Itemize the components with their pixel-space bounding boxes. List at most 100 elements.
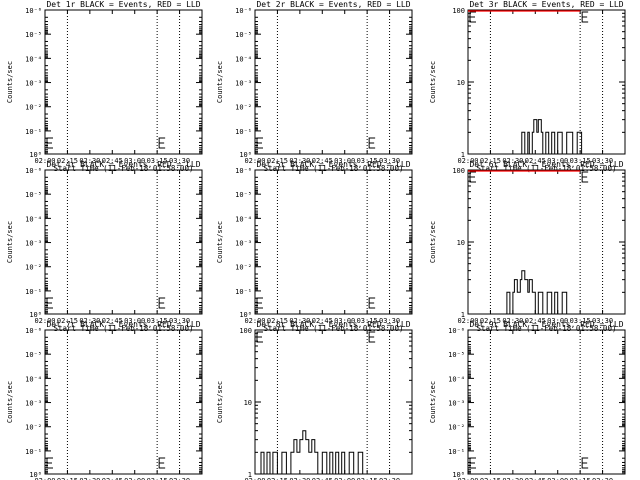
x-tick-label: 02:30 bbox=[79, 157, 100, 165]
x-tick-label: 03:15 bbox=[357, 157, 378, 165]
interval-bracket-mark bbox=[158, 457, 166, 469]
x-tick-label: 03:00 bbox=[334, 157, 355, 165]
x-tick-label: 03:00 bbox=[124, 157, 145, 165]
x-tick-label: 03:15 bbox=[147, 317, 168, 325]
x-tick-label: 03:30 bbox=[169, 157, 190, 165]
interval-bracket-mark bbox=[581, 11, 589, 23]
y-tick-label: 10⁻² bbox=[25, 264, 42, 272]
y-axis-label: Counts/sec bbox=[6, 61, 14, 103]
plot-frame bbox=[254, 329, 413, 475]
x-tick-label: 02:15 bbox=[57, 317, 78, 325]
y-tick-label: 10⁰ bbox=[29, 151, 42, 159]
chart-panel-9: Det 9r BLACK = Events, RED = LLD02:0002:… bbox=[429, 320, 626, 480]
x-tick-label: 02:15 bbox=[480, 477, 501, 480]
x-tick-label: 02:00 bbox=[34, 157, 55, 165]
x-tick-label: 02:30 bbox=[289, 157, 310, 165]
y-tick-label: 1 bbox=[248, 471, 252, 479]
y-tick-label: 10⁻⁶ bbox=[448, 327, 465, 335]
x-tick-label: 03:15 bbox=[570, 317, 591, 325]
y-tick-label: 10 bbox=[457, 239, 465, 247]
interval-bracket-mark bbox=[46, 137, 53, 149]
y-tick-label: 10⁻³ bbox=[25, 80, 42, 88]
chart-title: Det 2r BLACK = Events, RED = LLD bbox=[256, 0, 410, 9]
y-tick-label: 10⁻³ bbox=[25, 240, 42, 248]
x-tick-label: 02:00 bbox=[457, 157, 478, 165]
y-tick-label: 10⁻³ bbox=[25, 400, 42, 408]
chart-title: Det 5r BLACK = Events, RED = LLD bbox=[256, 160, 410, 169]
x-tick-label: 02:45 bbox=[102, 477, 123, 480]
plot-frame bbox=[467, 329, 626, 475]
y-tick-label: 10⁻⁶ bbox=[235, 167, 252, 175]
y-tick-label: 1 bbox=[461, 151, 465, 159]
y-tick-label: 10⁰ bbox=[452, 471, 465, 479]
x-tick-label: 02:15 bbox=[57, 477, 78, 480]
x-tick-label: 03:15 bbox=[147, 157, 168, 165]
y-tick-label: 100 bbox=[239, 327, 252, 335]
y-tick-label: 10⁻² bbox=[25, 424, 42, 432]
y-axis-label: Counts/sec bbox=[429, 61, 437, 103]
y-tick-label: 10⁻² bbox=[235, 264, 252, 272]
y-tick-label: 10⁻⁵ bbox=[448, 351, 465, 359]
chart-title: Det 1r BLACK = Events, RED = LLD bbox=[46, 0, 200, 9]
x-tick-label: 03:30 bbox=[379, 317, 400, 325]
chart-title: Det 8r BLACK = Events, RED = LLD bbox=[256, 320, 410, 329]
x-tick-label: 02:00 bbox=[457, 477, 478, 480]
plot-frame bbox=[254, 169, 413, 315]
y-tick-label: 10⁻³ bbox=[448, 400, 465, 408]
y-axis-label: Counts/sec bbox=[216, 221, 224, 263]
y-tick-label: 10⁻⁴ bbox=[448, 375, 465, 383]
y-tick-label: 10⁻⁵ bbox=[25, 31, 42, 39]
x-tick-label: 03:00 bbox=[124, 477, 145, 480]
y-tick-label: 10⁻⁶ bbox=[25, 167, 42, 175]
y-tick-label: 10⁻⁴ bbox=[25, 215, 42, 223]
y-tick-label: 10⁰ bbox=[239, 311, 252, 319]
interval-bracket-mark bbox=[46, 297, 53, 309]
x-axis-label: Start Time (11-Feb-18 01:58:00) bbox=[477, 324, 617, 333]
x-tick-label: 03:00 bbox=[547, 477, 568, 480]
y-tick-label: 10⁰ bbox=[239, 151, 252, 159]
events-series-line bbox=[512, 119, 588, 155]
x-tick-label: 03:30 bbox=[379, 477, 400, 480]
y-tick-label: 10⁻⁵ bbox=[25, 351, 42, 359]
x-tick-label: 02:15 bbox=[57, 157, 78, 165]
x-tick-label: 02:30 bbox=[79, 317, 100, 325]
interval-bracket-mark bbox=[158, 137, 166, 149]
x-tick-label: 03:00 bbox=[547, 157, 568, 165]
x-tick-label: 02:00 bbox=[244, 477, 265, 480]
x-tick-label: 02:15 bbox=[267, 317, 288, 325]
x-tick-label: 03:00 bbox=[334, 477, 355, 480]
plot-frame bbox=[254, 9, 413, 155]
interval-bracket-mark bbox=[469, 11, 476, 23]
x-tick-label: 02:30 bbox=[289, 477, 310, 480]
x-tick-label: 02:45 bbox=[525, 477, 546, 480]
x-tick-label: 02:30 bbox=[502, 157, 523, 165]
x-axis-label: Start Time (11-Feb-18 01:58:00) bbox=[54, 164, 194, 173]
x-tick-label: 03:00 bbox=[334, 317, 355, 325]
x-tick-label: 02:00 bbox=[244, 157, 265, 165]
x-axis-label: Start Time (11-Feb-18 01:58:00) bbox=[264, 164, 404, 173]
y-tick-label: 10⁻¹ bbox=[25, 128, 42, 136]
x-tick-label: 02:00 bbox=[34, 477, 55, 480]
y-tick-label: 10 bbox=[244, 399, 252, 407]
x-tick-label: 02:45 bbox=[525, 157, 546, 165]
y-tick-label: 10⁻¹ bbox=[448, 448, 465, 456]
y-axis-label: Counts/sec bbox=[429, 381, 437, 423]
x-tick-label: 02:00 bbox=[244, 317, 265, 325]
y-tick-label: 10⁻⁶ bbox=[25, 327, 42, 335]
x-tick-label: 02:45 bbox=[525, 317, 546, 325]
y-axis-label: Counts/sec bbox=[216, 61, 224, 103]
events-series-line bbox=[255, 430, 366, 475]
y-axis-label: Counts/sec bbox=[216, 381, 224, 423]
x-tick-label: 02:30 bbox=[502, 477, 523, 480]
y-tick-label: 10⁻² bbox=[448, 424, 465, 432]
x-tick-label: 02:30 bbox=[289, 317, 310, 325]
y-tick-label: 10⁰ bbox=[29, 471, 42, 479]
x-tick-label: 02:00 bbox=[457, 317, 478, 325]
x-tick-label: 03:30 bbox=[169, 317, 190, 325]
x-tick-label: 02:45 bbox=[102, 317, 123, 325]
interval-bracket-mark bbox=[581, 457, 589, 469]
y-tick-label: 10⁻⁶ bbox=[25, 7, 42, 15]
y-axis-label: Counts/sec bbox=[6, 381, 14, 423]
